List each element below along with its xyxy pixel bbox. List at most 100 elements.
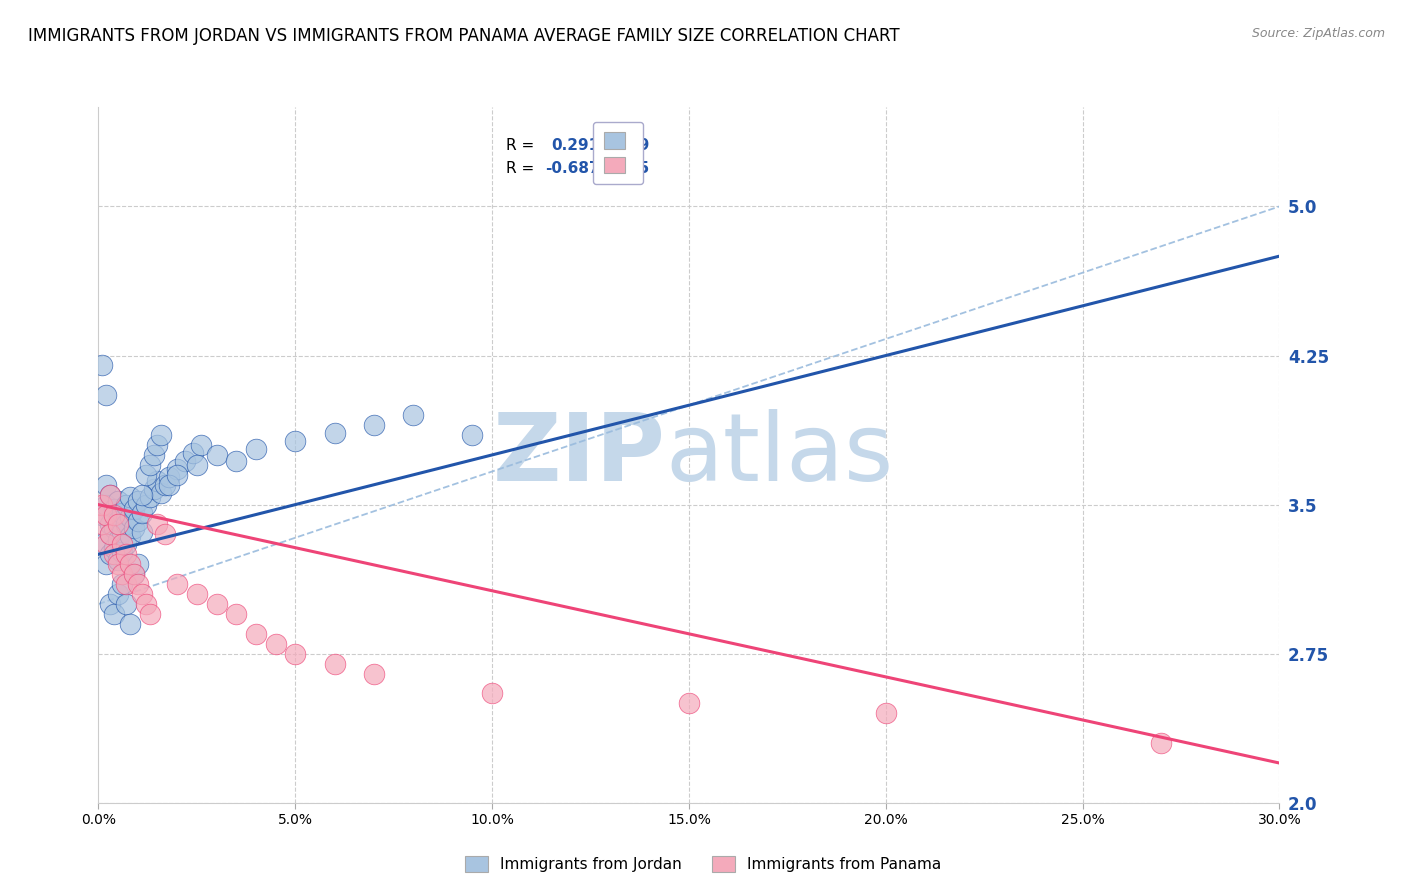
Point [142,448,165,462]
Point [461,428,484,442]
Point [131,488,153,502]
Point [127,514,149,528]
Point [131,525,153,540]
Point [245,442,267,456]
Point [157,477,180,491]
Point [91,498,114,512]
Text: -0.687: -0.687 [546,161,599,176]
Point [146,438,169,452]
Point [402,408,425,422]
Point [481,686,503,700]
Point [96,498,118,512]
Point [284,647,307,661]
Text: Source: ZipAtlas.com: Source: ZipAtlas.com [1251,27,1385,40]
Point [678,697,700,711]
Point [875,706,897,721]
Point [91,517,114,532]
Point [107,553,129,567]
Legend: Immigrants from Jordan, Immigrants from Panama: Immigrants from Jordan, Immigrants from … [457,848,949,880]
Point [118,509,141,524]
Text: 35: 35 [627,161,648,176]
Point [122,567,145,582]
Text: 0.291: 0.291 [551,137,599,153]
Point [107,587,129,601]
Point [205,448,228,462]
Point [107,514,129,528]
Point [131,587,153,601]
Point [115,498,138,512]
Text: R =: R = [506,161,538,176]
Point [122,501,145,516]
Point [127,558,149,572]
Point [98,527,121,541]
Point [323,657,346,671]
Point [135,597,157,611]
Point [103,501,125,516]
Point [138,490,160,504]
Point [111,577,134,591]
Point [225,607,247,621]
Point [98,517,121,532]
Point [225,454,247,468]
Text: atlas: atlas [665,409,894,501]
Point [142,482,165,496]
Point [111,545,134,559]
Point [135,467,157,482]
Point [118,558,141,572]
Point [115,547,138,561]
Point [122,567,145,582]
Point [323,425,346,440]
Point [96,508,118,522]
Point [1150,736,1173,750]
Point [98,527,121,541]
Point [91,537,114,551]
Point [186,458,208,472]
Point [150,485,173,500]
Point [111,537,134,551]
Point [127,493,149,508]
Point [118,616,141,631]
Point [166,462,188,476]
Point [190,438,212,452]
Point [205,597,228,611]
Legend: , : , [593,121,644,184]
Text: 69: 69 [627,137,650,153]
Point [103,607,125,621]
Point [103,547,125,561]
Point [111,506,134,520]
Point [103,521,125,535]
Point [98,547,121,561]
Text: IMMIGRANTS FROM JORDAN VS IMMIGRANTS FROM PANAMA AVERAGE FAMILY SIZE CORRELATION: IMMIGRANTS FROM JORDAN VS IMMIGRANTS FRO… [28,27,900,45]
Point [181,446,204,460]
Point [166,467,188,482]
Point [155,477,177,491]
Point [115,577,138,591]
Point [118,529,141,543]
Point [115,597,138,611]
Point [166,577,188,591]
Point [98,488,121,502]
Point [96,388,118,402]
Point [103,541,125,556]
Point [111,567,134,582]
Point [363,418,385,433]
Point [107,558,129,572]
Point [146,474,169,488]
Point [107,517,129,532]
Point [91,508,114,522]
Point [284,434,307,448]
Text: N =: N = [592,137,636,153]
Point [107,533,129,548]
Point [150,428,173,442]
Point [96,477,118,491]
Point [135,498,157,512]
Point [363,666,385,681]
Point [186,587,208,601]
Point [96,537,118,551]
Point [157,470,180,484]
Point [98,597,121,611]
Text: R =: R = [506,137,544,153]
Point [111,525,134,540]
Point [118,490,141,504]
Point [146,517,169,532]
